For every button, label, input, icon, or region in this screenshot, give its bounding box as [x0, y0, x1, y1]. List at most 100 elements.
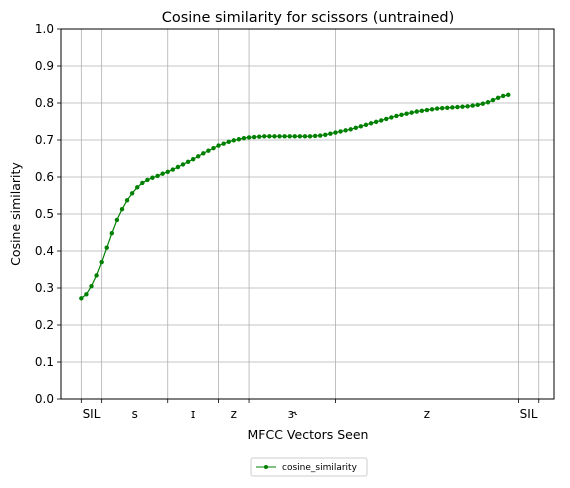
data-point — [348, 127, 353, 132]
y-axis-ticks: 0.0 0.1 0.2 0.3 0.4 0.5 0.6 0.7 0.8 0.9 1.0 — [35, 22, 61, 406]
legend-marker-sample — [264, 465, 268, 469]
data-point — [150, 175, 155, 180]
data-point — [135, 185, 140, 190]
data-point — [211, 145, 216, 151]
data-point — [429, 107, 435, 112]
data-point — [89, 283, 94, 289]
y-tick-label: 0.9 — [35, 59, 54, 73]
data-point — [109, 231, 115, 236]
y-tick-label: 0.8 — [35, 96, 54, 110]
x-gridlines — [80, 29, 540, 399]
data-point — [175, 164, 181, 170]
x-tick-label: z — [424, 407, 430, 421]
y-tick-label: 0.7 — [35, 133, 54, 147]
y-tick-label: 0.1 — [35, 355, 54, 369]
data-point — [419, 108, 425, 113]
data-point — [119, 206, 125, 212]
data-point — [363, 122, 369, 128]
legend-box — [250, 457, 368, 477]
x-tick-label: ɪ — [191, 407, 195, 421]
data-point — [424, 107, 430, 113]
x-tick-label: SIL — [83, 407, 101, 421]
data-point — [373, 119, 379, 125]
data-point — [368, 121, 374, 126]
data-point — [338, 129, 343, 134]
data-point — [312, 133, 318, 139]
data-point — [241, 135, 247, 141]
data-point — [404, 111, 409, 116]
legend-label: cosine_similarity — [282, 463, 358, 473]
data-point — [358, 124, 364, 129]
data-point — [439, 105, 445, 111]
data-point — [180, 162, 186, 167]
data-point — [170, 167, 176, 172]
data-point — [485, 100, 491, 105]
data-point — [221, 141, 226, 146]
x-tick-label: ɝ — [288, 407, 298, 421]
data-point — [124, 198, 130, 203]
data-point — [196, 154, 201, 159]
data-point — [475, 102, 480, 108]
data-point — [236, 137, 242, 142]
data-point — [267, 134, 272, 139]
data-point — [246, 135, 252, 140]
data-point — [262, 134, 267, 139]
y-tick-label: 0.6 — [35, 170, 54, 184]
data-point — [450, 105, 455, 110]
data-point — [190, 157, 196, 162]
data-point — [455, 104, 460, 110]
data-point — [231, 138, 237, 143]
data-point — [384, 116, 389, 122]
x-axis-label: MFCC Vectors Seen — [248, 427, 369, 442]
data-point — [399, 112, 404, 118]
y-tick-label: 0.0 — [35, 392, 54, 406]
data-point — [79, 296, 84, 301]
chart-title: Cosine similarity for scissors (untraine… — [162, 10, 455, 26]
y-tick-label: 1.0 — [35, 22, 54, 36]
y-axis-label: Cosine similarity — [8, 162, 23, 266]
data-point — [434, 106, 440, 111]
data-point — [201, 151, 206, 156]
data-point — [490, 97, 496, 103]
data-point — [129, 191, 135, 196]
x-tick-label: z — [231, 407, 237, 421]
data-point — [460, 104, 465, 109]
data-point — [272, 134, 277, 139]
data-point — [495, 95, 501, 101]
data-point — [307, 134, 313, 139]
data-point — [251, 134, 257, 140]
x-axis-ticks: SIL s ɪ z ɝ z SIL — [80, 399, 540, 421]
data-point — [333, 130, 338, 135]
data-point — [216, 143, 221, 148]
data-point — [155, 173, 160, 179]
legend: cosine_similarity — [250, 457, 368, 477]
data-point — [343, 128, 348, 133]
data-point — [328, 131, 333, 136]
data-point — [480, 101, 486, 106]
data-point — [323, 132, 328, 138]
data-point — [160, 171, 165, 176]
data-point — [353, 125, 358, 130]
data-point — [378, 118, 384, 123]
data-point — [226, 139, 231, 145]
data-point — [282, 134, 287, 139]
data-point — [506, 92, 511, 98]
data-point — [114, 217, 120, 223]
data-point — [277, 134, 282, 139]
data-point — [409, 110, 414, 115]
data-point — [500, 93, 506, 99]
y-tick-label: 0.3 — [35, 281, 54, 295]
data-point — [257, 134, 262, 139]
data-point — [145, 177, 150, 183]
data-point — [302, 134, 308, 139]
data-point — [94, 273, 99, 278]
data-point — [297, 134, 303, 139]
data-point — [99, 259, 104, 265]
data-point — [414, 109, 419, 114]
data-point — [445, 105, 450, 111]
y-tick-label: 0.5 — [35, 207, 54, 221]
data-point — [287, 134, 292, 139]
x-tick-label: SIL — [520, 407, 538, 421]
data-point — [389, 115, 394, 120]
